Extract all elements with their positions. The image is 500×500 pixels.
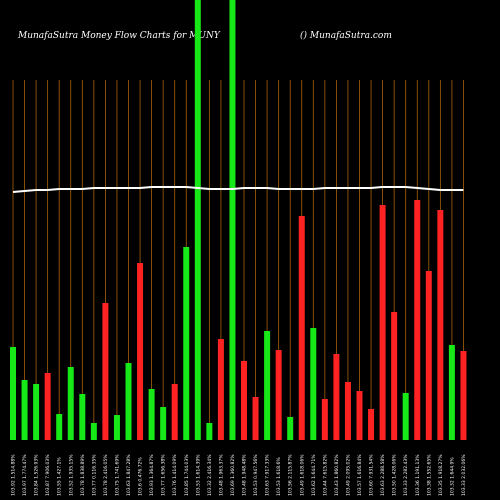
bar	[56, 414, 63, 440]
x-tick-label: 103.75 1.741.69%	[114, 454, 120, 496]
x-tick-label: 103.32 1.644.9%	[449, 457, 455, 496]
bar	[113, 415, 120, 440]
bar	[344, 382, 351, 440]
bar	[402, 393, 409, 440]
x-tick-label: 103.76 1.414.09%	[172, 454, 178, 496]
x-tick-label: 103.77 1.656.38%	[161, 454, 167, 496]
bar	[137, 263, 144, 440]
bar	[460, 351, 467, 440]
bar	[310, 328, 317, 440]
bar	[321, 399, 328, 440]
bar	[217, 339, 224, 440]
bar	[275, 350, 282, 440]
x-tick-label: 103.48 1.963.37%	[218, 454, 224, 496]
bar	[44, 373, 51, 440]
bar	[148, 389, 155, 440]
x-tick-label: 103.93 1.364.87%	[149, 454, 155, 496]
x-tick-label: 103.63 1.847.28%	[126, 454, 132, 496]
chart-title: MunafaSutra Money Flow Charts for MUNY	[17, 31, 221, 41]
bar	[171, 384, 178, 440]
x-tick-label: 103.53 1.618.6%	[276, 457, 282, 496]
bar	[333, 354, 340, 440]
x-tick-label: 103.63 7.917.33%	[265, 454, 271, 496]
x-tick-label: 103.69 1.360.82%	[230, 454, 236, 496]
x-tick-label: 103.92 1.514.88%	[11, 454, 17, 496]
x-tick-label: 103.35 1.918.27%	[438, 454, 444, 496]
x-tick-label: 103.53 0.947.56%	[253, 454, 259, 496]
x-tick-label: 103.85 1.744.03%	[184, 454, 190, 496]
x-tick-label: 103.77 0.116.35%	[91, 454, 97, 496]
x-tick-label: 103.52 1.935.15%	[68, 454, 74, 496]
bar	[67, 367, 74, 440]
x-tick-label: 103.84 1.526.93%	[34, 454, 40, 496]
bar	[160, 407, 167, 440]
bar	[368, 409, 375, 440]
bar	[125, 363, 132, 440]
x-tick-label: 103.60 7.931.54%	[369, 454, 375, 496]
x-tick-label: 103.50 1.428.06%	[392, 454, 398, 496]
bar	[448, 345, 455, 440]
bar	[264, 331, 271, 440]
x-tick-label: 103.36 1.191.13%	[415, 454, 421, 496]
x-tick-label: 103.78 2.416.05%	[103, 454, 109, 496]
bar	[287, 417, 294, 440]
bar	[183, 247, 190, 440]
bar	[414, 200, 421, 440]
x-tick-label: 103.53 1.614.39%	[195, 454, 201, 496]
bar	[252, 397, 259, 440]
x-tick-label: 103.33 2.032.06%	[461, 454, 467, 496]
x-tick-label: 103.49 2.095.02%	[345, 454, 351, 496]
bar	[10, 347, 16, 440]
bar	[379, 205, 386, 440]
x-tick-label: 103.97 1.774.47%	[22, 454, 28, 496]
bar	[391, 312, 398, 440]
x-tick-label: 103.48 1.948.48%	[242, 454, 248, 496]
bar	[21, 380, 28, 440]
x-tick-label: 103.87 7.906.03%	[45, 454, 51, 496]
x-tick-label: 103.33 2.282.43%	[403, 454, 409, 496]
bar	[241, 361, 247, 440]
bar	[425, 271, 432, 440]
x-tick-label: 103.78 1.838.89%	[80, 454, 86, 496]
x-tick-label: 103.57 1.616.84%	[357, 454, 363, 496]
x-tick-label: 103.38 1.552.65%	[426, 454, 432, 496]
x-tick-label: 103.44 7.615.82%	[322, 454, 328, 496]
x-tick-label: 103.6 0.476.72%	[138, 457, 144, 496]
bar	[79, 394, 86, 440]
x-tick-label: 103.55 1.427.1%	[57, 457, 63, 496]
bar	[206, 423, 213, 440]
x-tick-label: 103.56 2.115.87%	[288, 454, 294, 496]
x-tick-label: 103.63 2.288.58%	[380, 454, 386, 496]
bar	[229, 0, 236, 440]
x-tick-label: 103.62 1.644.71%	[311, 454, 317, 496]
bar	[90, 423, 97, 440]
line	[12, 186, 464, 193]
bar	[356, 391, 363, 440]
bar	[33, 384, 40, 440]
bar	[102, 303, 109, 440]
x-tick-label: 103.43 1.860.82%	[334, 454, 340, 496]
bar	[437, 210, 444, 440]
x-tick-label: 103.49 1.618.06%	[299, 454, 305, 496]
x-tick-label: 103.32 2.416.34%	[207, 454, 213, 496]
chart-subtitle: () MunafaSutra.com	[300, 30, 392, 41]
bar	[194, 0, 201, 440]
bar	[298, 216, 305, 440]
